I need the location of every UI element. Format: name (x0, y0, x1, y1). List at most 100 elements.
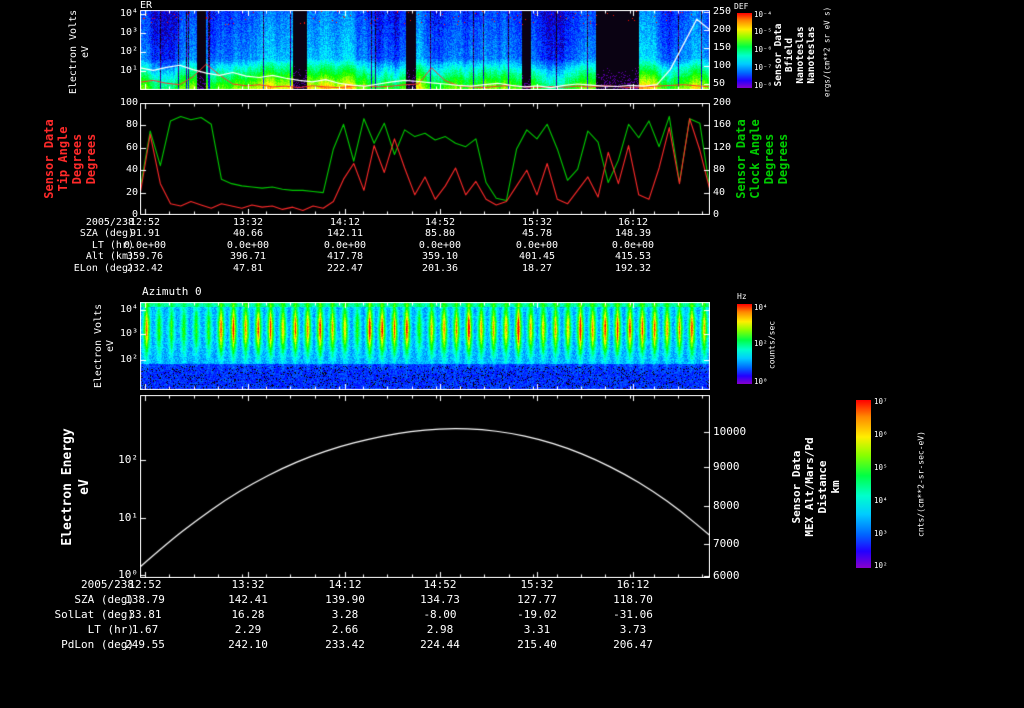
axis-tick-label: 10⁻⁵ (754, 27, 773, 37)
panel3-title: Azimuth 0 (142, 285, 202, 298)
annotation-value: 91.91 (129, 228, 161, 239)
axis-tick-label: 200 (713, 96, 732, 108)
axis-tick-label: 100 (119, 96, 138, 108)
annotation-row-label: ELon (deg) (73, 262, 134, 274)
annotation-value: 2.66 (331, 622, 359, 636)
annotation-value: 215.40 (517, 637, 557, 651)
axis-tick-label: 10⁷ (874, 397, 888, 407)
axis-tick-label: 10² (754, 339, 768, 349)
annotation-value: 45.78 (521, 228, 553, 239)
annotation-value: 0.0e+00 (515, 239, 559, 251)
annotation-row-label: 2005/238 (85, 216, 134, 228)
axis-tick-label: 40 (125, 163, 138, 175)
annotation-value: 14:52 (424, 216, 456, 228)
panel1-right-axis-label: Sensor Data Bfield Nanoteslas Nanoteslas (773, 23, 817, 87)
panel1-y-axis-label: Electron Volts eV (68, 9, 91, 95)
annotation-value: 201.36 (421, 262, 459, 274)
annotation-value: 249.55 (125, 637, 165, 651)
annotation-value: -8.00 (423, 607, 457, 621)
axis-tick-label: 10² (118, 453, 138, 467)
annotation-value: 396.71 (229, 251, 267, 262)
annotation-value: 233.42 (325, 637, 365, 651)
annotation-value: 134.73 (420, 592, 460, 606)
annotation-value: 139.90 (325, 592, 365, 606)
annotation-value: 359.76 (126, 251, 164, 262)
annotation-row-label: LT (hr) (87, 622, 134, 636)
annotation-value: 13:32 (231, 577, 265, 591)
axis-tick-label: 10⁴ (119, 7, 138, 19)
axis-tick-label: 0 (131, 208, 138, 220)
axis-tick-label: 10¹ (119, 64, 138, 76)
axis-tick-label: 10¹ (118, 511, 138, 525)
annotation-value: 222.47 (326, 262, 364, 274)
annotation-value: 417.78 (326, 251, 364, 262)
panel2-right-axis-label: Sensor Data Clock Angle Degrees Degrees (734, 119, 790, 199)
def-colorbar (737, 13, 752, 88)
panel1-title: ER (140, 0, 153, 11)
axis-tick-label: 6000 (713, 569, 740, 583)
axis-tick-label: 7000 (713, 537, 740, 551)
annotation-value: 3.73 (619, 622, 647, 636)
annotation-value: 15:32 (521, 216, 553, 228)
annotation-value: 16:12 (616, 577, 650, 591)
annotation-value: 2.29 (234, 622, 262, 636)
axis-tick-label: 10⁻⁸ (754, 81, 773, 91)
axis-tick-label: 8000 (713, 499, 740, 513)
annotation-value: 2.98 (426, 622, 454, 636)
panel3-y-axis-label: Electron Volts eV (93, 303, 116, 389)
annotation-value: 1.67 (131, 622, 159, 636)
annotation-row-label: SolLat (deg) (54, 607, 134, 621)
annotation-value: 0.0e+00 (611, 239, 655, 251)
panel2-left-axis-label: Sensor Data Tip Angle Degrees Degrees (42, 119, 98, 199)
axis-tick-label: 10² (119, 353, 138, 365)
axis-tick-label: 10³ (119, 327, 138, 339)
annotation-value: 18.27 (521, 262, 553, 274)
azimuth-spectrogram-canvas (140, 302, 710, 390)
axis-tick-label: 9000 (713, 460, 740, 474)
annotation-row-label: SZA (deg) (79, 228, 134, 239)
annotation-value: 224.44 (420, 637, 460, 651)
annotation-row-label: 2005/238 (81, 577, 134, 591)
axis-tick-label: 10⁴ (119, 303, 138, 315)
distance-plot-canvas (140, 395, 710, 578)
annotation-value: 16.28 (231, 607, 265, 621)
annotation-value: 16:12 (617, 216, 649, 228)
axis-tick-label: 10⁵ (874, 463, 888, 473)
axis-tick-label: 0 (713, 208, 720, 220)
axis-tick-label: 10⁶ (874, 430, 888, 440)
annotation-value: 3.31 (523, 622, 551, 636)
annotation-value: 142.41 (228, 592, 268, 606)
annotation-row-label: Alt (km) (85, 251, 134, 262)
annotation-value: 3.28 (331, 607, 359, 621)
axis-tick-label: 10² (874, 561, 888, 571)
axis-tick-label: 80 (125, 118, 138, 130)
annotation-value: 47.81 (232, 262, 264, 274)
axis-tick-label: 10⁴ (874, 496, 888, 506)
annotation-value: 118.70 (613, 592, 653, 606)
annotation-value: 33.81 (128, 607, 162, 621)
axis-tick-label: 80 (713, 163, 726, 175)
axis-tick-label: 100 (713, 59, 732, 71)
er-spectrogram-canvas (140, 10, 710, 90)
annotation-value: 192.32 (614, 262, 652, 274)
angle-lines-canvas (140, 103, 710, 215)
annotation-value: 127.77 (517, 592, 557, 606)
annotation-value: 12:52 (129, 216, 161, 228)
annotation-value: 15:32 (520, 577, 554, 591)
annotation-value: 148.39 (614, 228, 652, 239)
annotation-value: 40.66 (232, 228, 264, 239)
annotation-row-label: LT (hr) (91, 239, 134, 251)
hz-colorbar (737, 304, 752, 384)
axis-tick-label: 60 (125, 141, 138, 153)
annotation-value: 0.0e+00 (418, 239, 462, 251)
annotation-value: 14:12 (328, 577, 362, 591)
def-colorbar-unit-label: ergs/(cm**2 sr eV s) (822, 6, 832, 98)
annotation-value: 138.79 (125, 592, 165, 606)
axis-tick-label: 50 (713, 77, 726, 89)
axis-tick-label: 10³ (119, 26, 138, 38)
counts-colorbar-unit-label: cnts/(cm**2-sr-sec-eV) (916, 431, 926, 537)
axis-tick-label: 250 (713, 5, 732, 17)
annotation-value: 14:52 (423, 577, 457, 591)
axis-tick-label: 10⁻⁷ (754, 63, 773, 73)
